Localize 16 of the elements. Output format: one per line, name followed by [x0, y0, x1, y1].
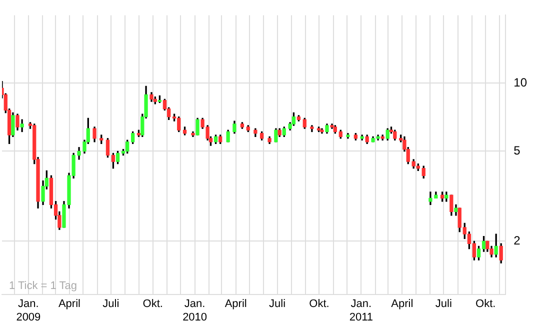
- y-tick-label: 5: [514, 144, 521, 158]
- y-tick-label: 2: [514, 233, 521, 248]
- x-tick-label: Okt.: [476, 298, 496, 310]
- x-tick-label: Juli: [435, 298, 452, 310]
- x-tick-label: Jan. 2011: [349, 298, 373, 324]
- x-tick-label: Juli: [269, 298, 286, 310]
- y-tick-label: 10: [514, 76, 528, 90]
- x-tick-label: Okt.: [309, 298, 330, 310]
- x-tick-label: April: [224, 298, 247, 310]
- x-tick-label: April: [58, 298, 80, 310]
- x-tick-label: Jan. 2009: [16, 298, 41, 324]
- x-tick-label: Juli: [102, 298, 120, 310]
- annotation: 1 Tick = 1 Tag: [9, 280, 77, 292]
- x-tick-label: Okt.: [142, 298, 163, 310]
- x-tick-label: April: [391, 298, 414, 310]
- x-tick-label: Jan. 2010: [182, 298, 208, 324]
